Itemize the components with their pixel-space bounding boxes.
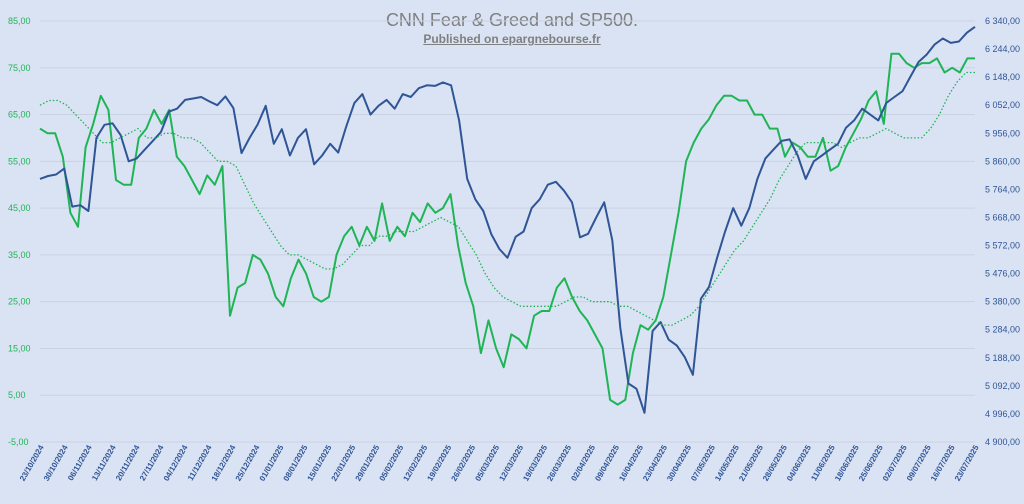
left-tick-label: 25,00 xyxy=(8,297,31,307)
right-tick-label: 4 900,00 xyxy=(985,437,1020,447)
series-line-ma xyxy=(39,71,975,326)
right-tick-label: 5 092,00 xyxy=(985,381,1020,391)
right-tick-label: 5 572,00 xyxy=(985,241,1020,251)
left-tick-label: 65,00 xyxy=(8,110,31,120)
right-tick-label: 5 476,00 xyxy=(985,269,1020,279)
right-tick-label: 5 284,00 xyxy=(985,325,1020,335)
left-tick-label: 45,00 xyxy=(8,203,31,213)
chart-subtitle: Published on epargnebourse.fr xyxy=(423,32,601,46)
left-tick-label: 5,00 xyxy=(8,390,26,400)
left-tick-label: 35,00 xyxy=(8,250,31,260)
left-tick-label: -5,00 xyxy=(8,437,29,447)
right-tick-label: 5 668,00 xyxy=(985,212,1020,222)
right-tick-label: 6 148,00 xyxy=(985,72,1020,82)
left-tick-label: 55,00 xyxy=(8,156,31,166)
right-tick-label: 5 764,00 xyxy=(985,184,1020,194)
left-tick-label: 15,00 xyxy=(8,343,31,353)
chart-title: CNN Fear & Greed and SP500. xyxy=(385,10,639,30)
right-tick-label: 4 996,00 xyxy=(985,409,1020,419)
series-line-sp xyxy=(39,25,976,414)
left-tick-label: 75,00 xyxy=(8,63,31,73)
right-tick-label: 5 380,00 xyxy=(985,297,1020,307)
right-tick-label: 5 188,00 xyxy=(985,353,1020,363)
right-tick-label: 6 244,00 xyxy=(985,44,1020,54)
left-tick-label: 85,00 xyxy=(8,16,31,26)
x-tick-label: 23/07/2025 xyxy=(953,443,981,483)
right-tick-label: 6 340,00 xyxy=(985,16,1020,26)
series-line-fg xyxy=(39,52,975,406)
right-tick-label: 5 860,00 xyxy=(985,156,1020,166)
right-tick-label: 5 956,00 xyxy=(985,128,1020,138)
right-tick-label: 6 052,00 xyxy=(985,100,1020,110)
